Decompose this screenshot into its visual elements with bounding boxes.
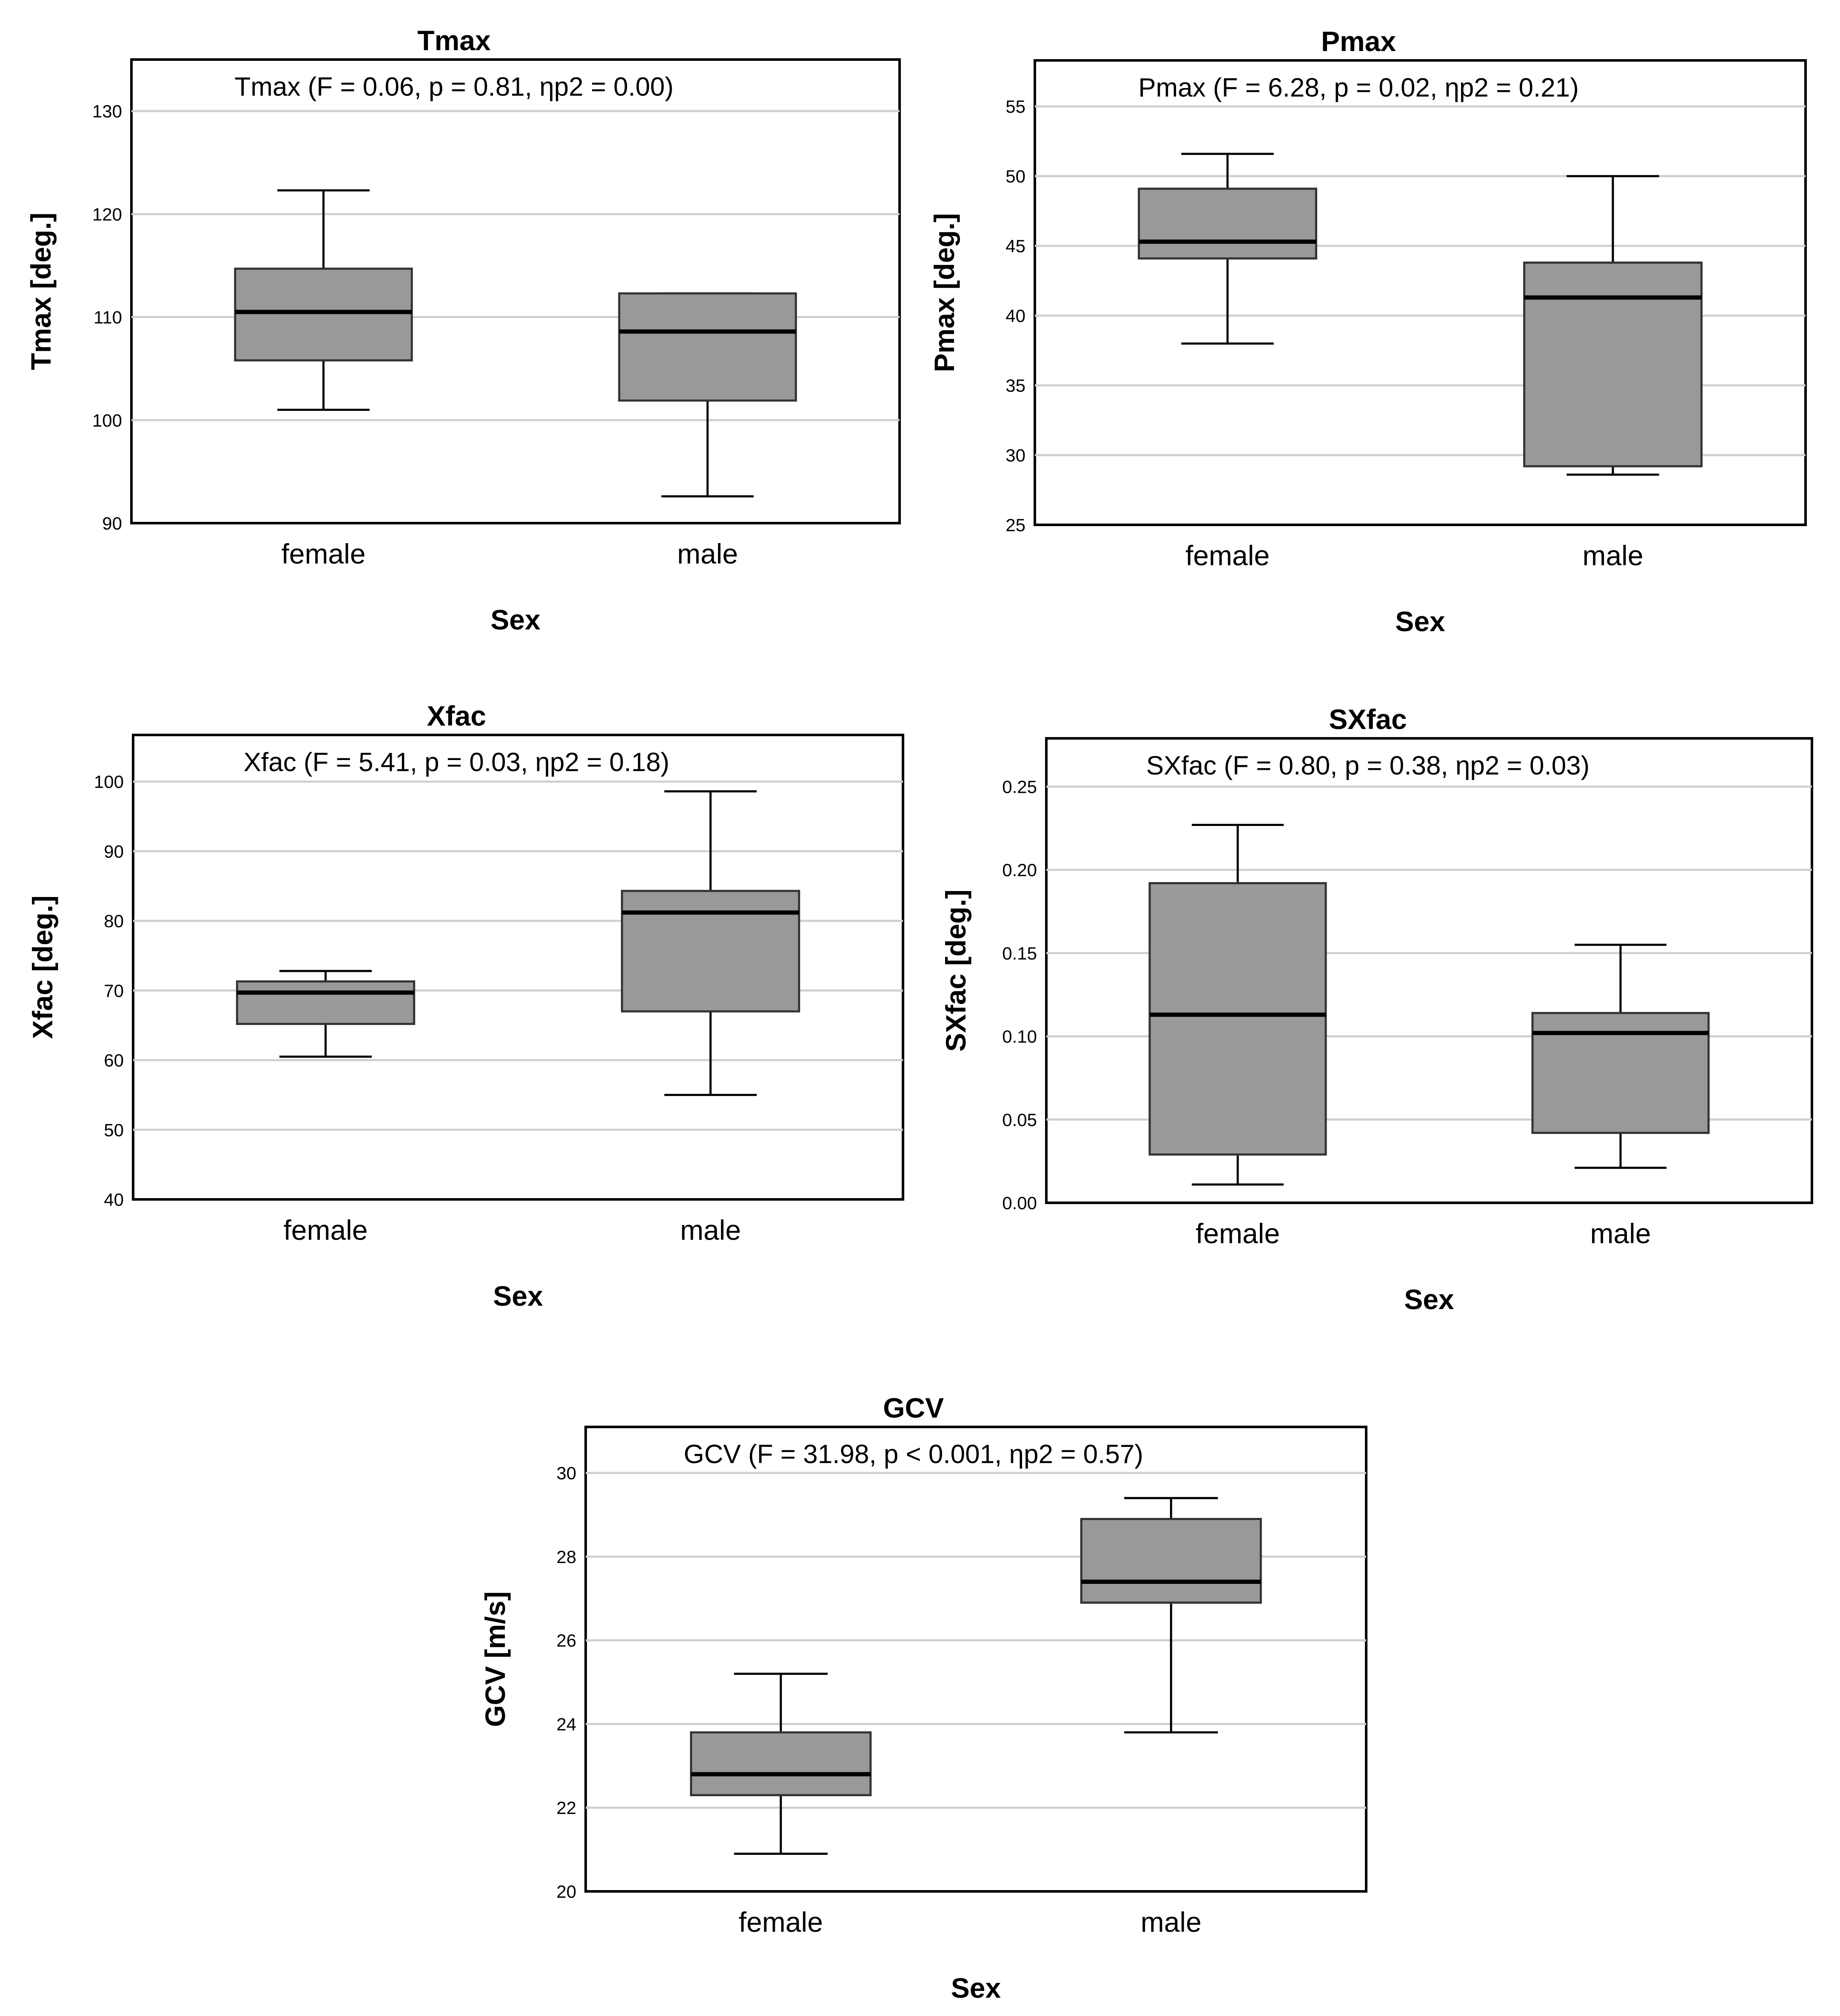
y-tick-label: 40 <box>1005 306 1025 326</box>
x-tick-label: female <box>1185 540 1270 571</box>
y-tick-label: 0.05 <box>1002 1110 1037 1130</box>
x-tick-label: male <box>1582 540 1643 571</box>
stats-annotation: SXfac (F = 0.80, p = 0.38, ηp2 = 0.03) <box>1146 751 1590 780</box>
box-male <box>618 292 797 498</box>
x-tick-label: male <box>680 1214 741 1246</box>
y-tick-label: 120 <box>92 204 122 224</box>
box-female <box>236 970 416 1058</box>
iqr-box <box>618 292 797 402</box>
box-female <box>1138 153 1317 345</box>
y-tick-label: 0.10 <box>1002 1027 1037 1047</box>
chart-pmax: 25 30 35 40 45 50 55 female male Pmax (F = 6.28, … <box>929 26 1807 637</box>
iqr-box <box>236 980 416 1025</box>
x-tick-label: male <box>677 538 738 569</box>
x-tick-label: female <box>739 1906 823 1938</box>
box-female <box>234 189 413 411</box>
y-tick-label: 0.25 <box>1002 777 1037 797</box>
y-tick-label: 26 <box>556 1631 576 1651</box>
y-tick-label: 30 <box>556 1463 576 1483</box>
y-tick-label: 50 <box>1005 166 1025 186</box>
y-axis-label: SXfac [deg.] <box>940 889 971 1051</box>
x-tick-label: female <box>283 1214 367 1246</box>
x-tick-label: female <box>281 538 365 569</box>
x-axis-label: Sex <box>1395 606 1445 637</box>
y-tick-label: 0.15 <box>1002 943 1037 963</box>
box-male <box>1523 175 1703 476</box>
x-tick-label: male <box>1141 1906 1202 1938</box>
y-tick-label: 90 <box>104 841 124 861</box>
box-male <box>1080 1497 1262 1734</box>
y-tick-label: 0.20 <box>1002 860 1037 880</box>
iqr-box <box>234 268 413 362</box>
y-tick-label: 130 <box>92 101 122 121</box>
y-tick-label: 70 <box>104 981 124 1001</box>
chart-title: Xfac <box>427 700 486 732</box>
y-tick-label: 22 <box>556 1798 576 1818</box>
chart-gcv: 20 22 24 26 28 30 female male GCV (F = 31.98, p … <box>479 1392 1367 2004</box>
iqr-box <box>1080 1518 1262 1604</box>
y-tick-label: 0.00 <box>1002 1193 1037 1213</box>
y-tick-label: 50 <box>104 1120 124 1140</box>
y-tick-label: 25 <box>1005 515 1025 535</box>
y-tick-label: 35 <box>1005 376 1025 396</box>
chart-xfac: 40 50 60 70 80 90 100 female male Xfac (F = 5.41,… <box>27 700 904 1312</box>
iqr-box <box>1148 882 1327 1156</box>
x-tick-label: female <box>1196 1218 1280 1249</box>
plot-frame <box>584 1426 1367 1893</box>
iqr-box <box>1138 188 1317 260</box>
y-tick-label: 40 <box>104 1190 124 1210</box>
chart-tmax: 90 100 110 120 130 female male Tmax (F = 0.06, … <box>25 25 901 635</box>
y-axis-label: Pmax [deg.] <box>929 213 960 372</box>
iqr-box <box>690 1731 872 1797</box>
y-tick-label: 55 <box>1005 97 1025 117</box>
chart-title: GCV <box>883 1392 944 1424</box>
y-tick-label: 24 <box>556 1714 576 1734</box>
x-axis-label: Sex <box>493 1280 543 1312</box>
y-tick-label: 100 <box>94 772 124 792</box>
chart-title: SXfac <box>1329 703 1407 735</box>
box-female <box>1148 824 1327 1186</box>
x-tick-label: male <box>1590 1218 1651 1249</box>
y-tick-label: 45 <box>1005 236 1025 256</box>
y-tick-label: 100 <box>92 410 122 430</box>
chart-title: Pmax <box>1321 26 1396 57</box>
y-tick-label: 28 <box>556 1547 576 1567</box>
y-tick-label: 30 <box>1005 445 1025 465</box>
x-axis-label: Sex <box>490 604 541 635</box>
stats-annotation: GCV (F = 31.98, p < 0.001, ηp2 = 0.57) <box>684 1440 1143 1469</box>
y-tick-label: 110 <box>94 308 122 327</box>
y-tick-label: 20 <box>556 1882 576 1902</box>
stats-annotation: Pmax (F = 6.28, p = 0.02, ηp2 = 0.21) <box>1138 73 1579 103</box>
box-male <box>1531 943 1710 1169</box>
y-axis-label: Xfac [deg.] <box>27 895 58 1039</box>
x-axis-label: Sex <box>1404 1284 1454 1315</box>
y-axis-label: GCV [m/s] <box>479 1591 511 1727</box>
y-axis-label: Tmax [deg.] <box>25 213 57 370</box>
iqr-box <box>1523 261 1703 467</box>
y-tick-label: 60 <box>104 1051 124 1071</box>
y-tick-label: 90 <box>102 513 122 533</box>
chart-title: Tmax <box>417 25 491 56</box>
x-axis-label: Sex <box>951 1972 1001 2004</box>
y-tick-label: 80 <box>104 911 124 931</box>
iqr-box <box>621 890 800 1013</box>
box-female <box>690 1672 872 1855</box>
chart-sxfac: 0.00 0.05 0.10 0.15 0.20 0.25 female male SXfac … <box>940 703 1813 1315</box>
stats-annotation: Tmax (F = 0.06, p = 0.81, ηp2 = 0.00) <box>234 72 673 102</box>
box-male <box>621 790 800 1096</box>
stats-annotation: Xfac (F = 5.41, p = 0.03, ηp2 = 0.18) <box>244 748 669 777</box>
